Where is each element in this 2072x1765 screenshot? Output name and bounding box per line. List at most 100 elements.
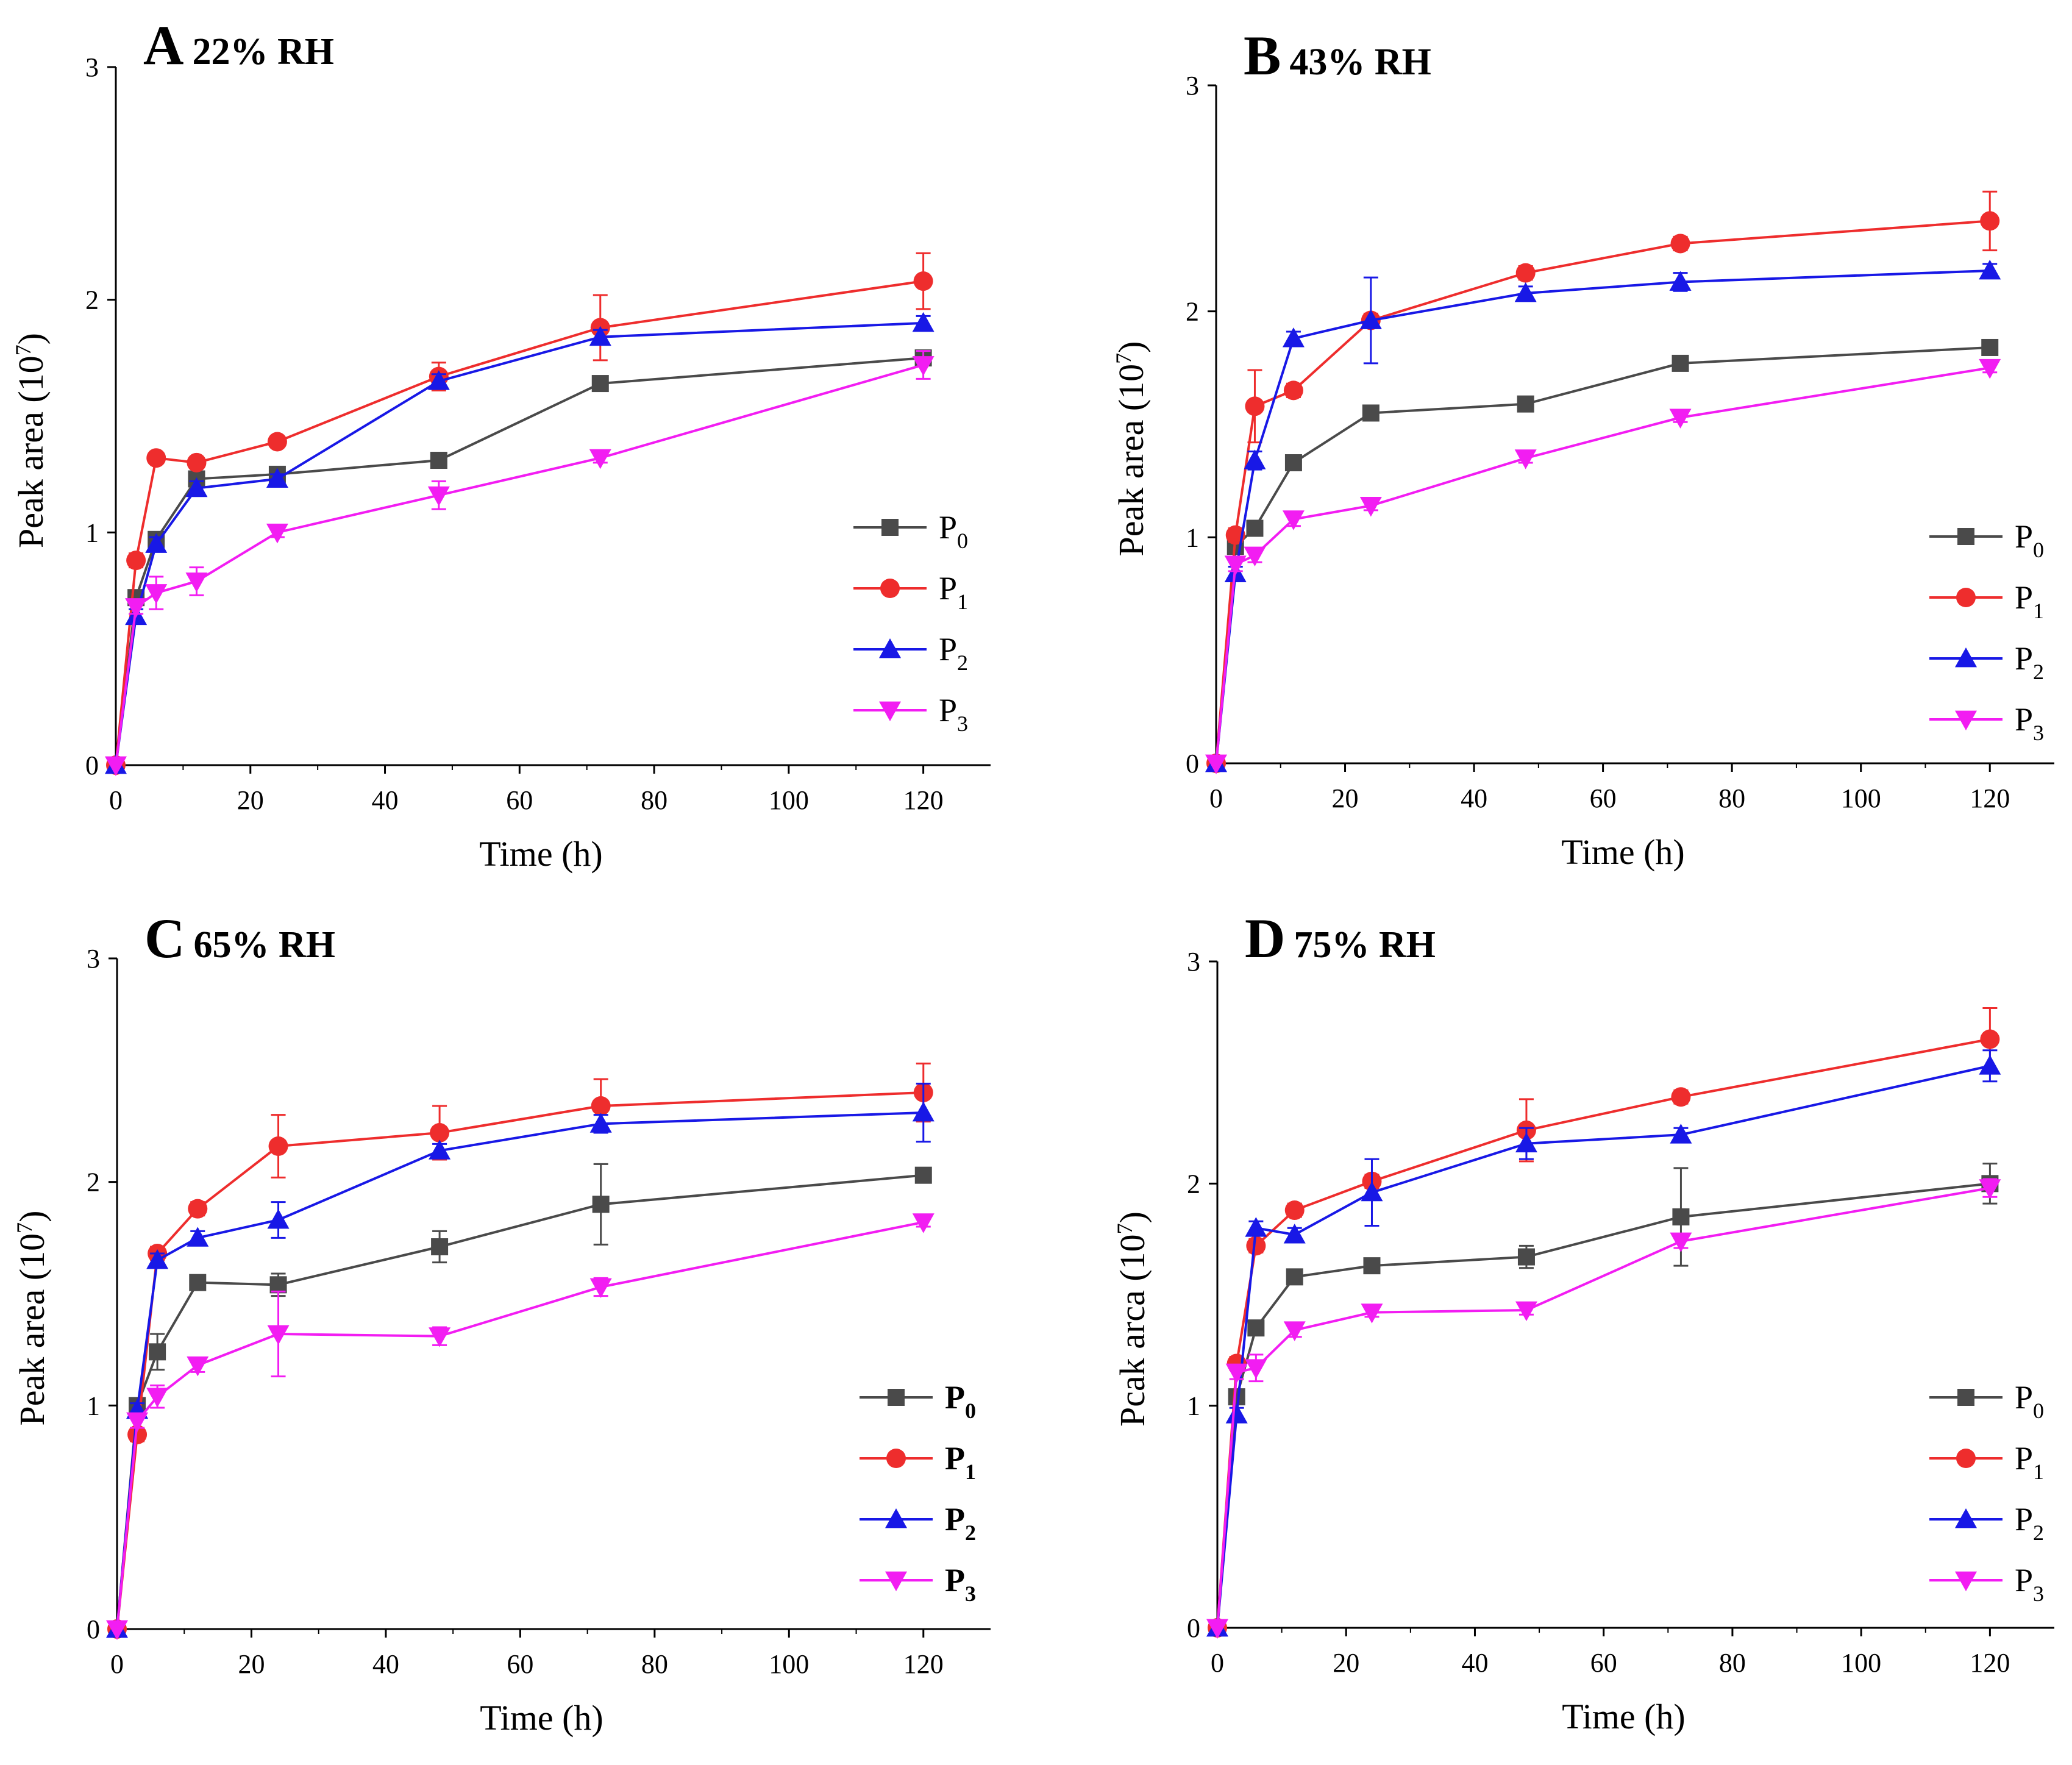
legend-label-sub: 0 (2033, 538, 2044, 562)
legend-label-name: P (2015, 518, 2033, 555)
data-point (1672, 1208, 1690, 1225)
data-point (1245, 396, 1265, 416)
y-tick-label: 1 (87, 1391, 100, 1421)
x-tick-label: 60 (1590, 783, 1617, 813)
series-p2 (106, 1082, 935, 1638)
legend-label-sub: 3 (957, 711, 968, 736)
data-point (126, 551, 146, 571)
series-line (115, 363, 924, 766)
legend-label: P1 (2015, 579, 2044, 623)
data-point (912, 312, 935, 332)
series-p2 (1205, 259, 2001, 772)
data-point (185, 477, 208, 497)
series-line (1216, 1182, 1990, 1628)
legend-marker (879, 638, 901, 658)
legend-marker (1956, 1449, 1976, 1468)
series-p2 (105, 312, 935, 774)
series-line (1215, 269, 1990, 764)
y-axis-title-exponent: 7 (11, 344, 35, 355)
legend-label-name: P (2015, 701, 2033, 738)
data-point (1283, 380, 1303, 401)
y-axis-title-main: Peak area (10 (1111, 364, 1151, 557)
data-point (589, 326, 611, 346)
data-point (146, 448, 166, 468)
x-tick-label: 0 (109, 785, 123, 815)
series-line (115, 357, 924, 766)
data-point (145, 533, 168, 553)
y-tick-label: 3 (85, 52, 99, 82)
panel-letter: A (143, 14, 183, 76)
data-point (146, 1388, 169, 1408)
data-point (589, 1278, 612, 1298)
x-axis-title: Time (h) (1561, 832, 1685, 872)
data-point (913, 271, 933, 291)
series-p2 (1206, 1049, 2001, 1637)
data-point (1247, 1319, 1265, 1337)
series-p1 (1206, 190, 2000, 773)
legend-marker (1955, 1571, 1977, 1591)
x-tick-label: 0 (1209, 783, 1223, 813)
data-point (146, 1249, 169, 1269)
series-p3 (105, 350, 935, 776)
legend-item-p1: P1 (1929, 1440, 2044, 1484)
data-point (1361, 1181, 1383, 1202)
legend-label: P2 (2015, 1501, 2044, 1545)
legend-label: P3 (945, 1562, 976, 1606)
x-tick-label: 80 (641, 785, 668, 815)
legend-label: P0 (945, 1379, 976, 1423)
legend-label-sub: 2 (957, 651, 968, 675)
data-point (1282, 510, 1305, 530)
legend-label: P1 (945, 1440, 976, 1484)
x-tick-label: 80 (1719, 1648, 1746, 1678)
y-tick-label: 1 (1186, 522, 1199, 552)
panel-title: B 43% RH (1244, 24, 1431, 87)
legend-marker (1955, 647, 1977, 668)
panel-title: C 65% RH (144, 907, 335, 969)
data-point (912, 1102, 935, 1122)
data-point (1224, 555, 1247, 576)
data-point (149, 1343, 166, 1361)
data-point (187, 452, 207, 472)
y-tick-label: 2 (87, 1168, 100, 1197)
x-tick-label: 100 (1841, 783, 1881, 813)
y-axis-title-close: ) (1111, 341, 1151, 353)
y-axis-title: Peak area (107) (1111, 341, 1151, 557)
legend-marker (888, 1389, 905, 1406)
legend-marker (1955, 1508, 1977, 1528)
legend-item-p0: P0 (1929, 1379, 2044, 1423)
series-p3 (106, 1213, 935, 1640)
data-point (185, 572, 208, 593)
legend-marker (880, 579, 900, 598)
legend-label-sub: 2 (2033, 1521, 2044, 1545)
legend-label-name: P (939, 692, 957, 729)
legend-label-sub: 1 (965, 1460, 976, 1484)
legend-label: P3 (939, 692, 968, 736)
data-point (1981, 338, 1999, 356)
data-point (430, 452, 447, 469)
data-point (1980, 1029, 2000, 1049)
x-axis-title: Time (h) (479, 834, 603, 874)
legend-item-p3: P3 (1929, 1562, 2044, 1606)
y-axis-title: Peak area (107) (11, 333, 51, 548)
legend: P0 P1 P2 P3 (1929, 1379, 2044, 1606)
legend-marker (1955, 710, 1977, 730)
x-tick-label: 60 (507, 1649, 533, 1679)
panel-condition: 43% RH (1289, 41, 1431, 83)
series-line (116, 1174, 924, 1630)
legend-label-name: P (2015, 640, 2033, 677)
data-point (591, 1096, 611, 1116)
data-point (427, 370, 450, 390)
data-point (429, 1139, 451, 1160)
y-axis-title-exponent: 7 (12, 1222, 37, 1233)
legend-label-sub: 1 (2033, 1460, 2044, 1484)
x-tick-label: 20 (237, 785, 264, 815)
legend-label: P3 (2015, 701, 2044, 745)
x-tick-label: 120 (903, 1649, 944, 1679)
data-point (1979, 1179, 2001, 1199)
data-point (1244, 546, 1266, 566)
legend-label: P1 (939, 570, 968, 614)
series-line (1216, 1064, 1990, 1628)
